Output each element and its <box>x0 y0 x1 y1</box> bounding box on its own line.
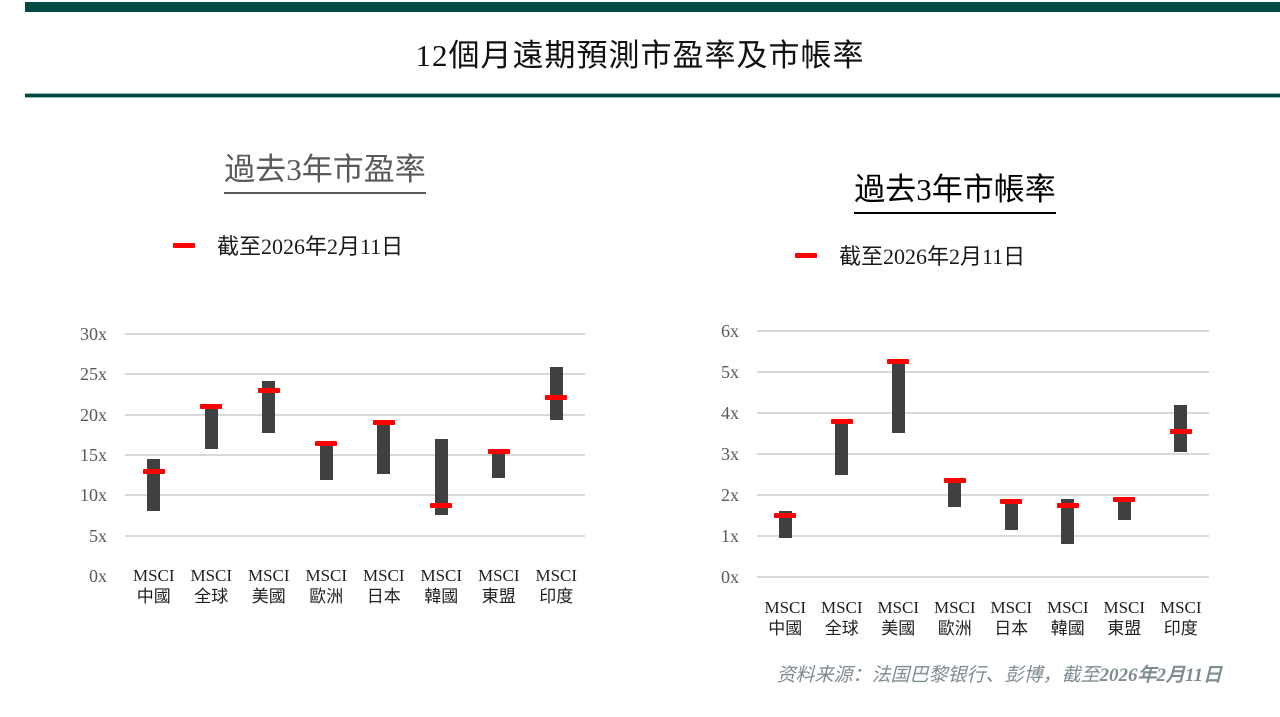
pb-chart-legend: 截至2026年2月11日 <box>795 242 1026 269</box>
range-bar <box>835 423 849 475</box>
gridline <box>125 333 585 335</box>
range-bar <box>377 423 391 475</box>
title-divider <box>25 94 1280 97</box>
current-marker <box>200 404 223 410</box>
current-marker <box>315 441 338 447</box>
category-label: MSCI 中國 <box>132 566 175 606</box>
category-label: MSCI 歐洲 <box>305 566 348 606</box>
y-tick-label: 6x <box>721 321 739 341</box>
legend-red-dash-icon <box>795 252 817 258</box>
current-marker <box>545 395 568 401</box>
current-marker <box>487 449 510 455</box>
category-label: MSCI 日本 <box>990 598 1033 638</box>
legend-label: 截至2026年2月11日 <box>217 234 404 259</box>
range-bar <box>434 438 448 515</box>
category-label: MSCI 美國 <box>247 566 290 606</box>
category-label: MSCI 韓國 <box>1046 598 1089 638</box>
source-note-text: 资料来源：法国巴黎银行、彭博，截至 <box>776 665 1100 686</box>
y-tick-label: 30x <box>80 324 107 344</box>
pe-chart-title-text: 過去3年市盈率 <box>224 144 426 194</box>
range-bar <box>1061 499 1075 545</box>
range-bar <box>948 482 962 508</box>
current-marker <box>430 503 453 509</box>
current-marker <box>774 513 797 518</box>
legend-red-dash-icon <box>173 242 195 248</box>
range-bar <box>1004 503 1018 530</box>
pe-chart-legend: 截至2026年2月11日 <box>173 232 404 259</box>
gridline <box>125 454 585 456</box>
gridline <box>757 371 1209 373</box>
category-label: MSCI 印度 <box>535 566 578 606</box>
range-bar <box>492 452 506 479</box>
y-tick-label: 1x <box>721 526 739 546</box>
pb-chart-plot: 6x 5x 4x 3x 2x 1x 0x MSCI 中國 MSCI 全球 MSCI 美國 MSCI 歐洲 MS… <box>721 321 1209 638</box>
y-tick-label: 3x <box>721 444 739 464</box>
current-marker <box>257 387 280 393</box>
y-tick-label: 2x <box>721 485 739 505</box>
category-label: MSCI 中國 <box>764 598 807 638</box>
top-accent-bar <box>25 2 1280 12</box>
category-label: MSCI 韓國 <box>420 566 463 606</box>
y-tick-label: 5x <box>721 362 739 382</box>
range-bar <box>1174 404 1188 452</box>
pb-chart-title: 過去3年市帳率 <box>755 164 1155 214</box>
gridline <box>757 576 1209 578</box>
y-tick-label: 4x <box>721 403 739 423</box>
range-bar <box>147 459 161 511</box>
legend-label: 截至2026年2月11日 <box>839 244 1026 269</box>
y-tick-label: 0x <box>721 567 739 587</box>
range-bar <box>778 511 792 539</box>
pb-chart-title-text: 過去3年市帳率 <box>854 164 1056 214</box>
range-bar <box>204 404 218 449</box>
range-bar <box>891 363 905 434</box>
gridline <box>125 373 585 376</box>
y-tick-label: 0x <box>89 566 107 586</box>
category-label: MSCI 日本 <box>362 566 405 606</box>
range-bar <box>1117 501 1131 520</box>
current-marker <box>1113 496 1136 502</box>
gridline <box>757 453 1209 455</box>
current-marker <box>887 359 910 365</box>
category-label: MSCI 印度 <box>1159 598 1202 638</box>
gridline <box>757 412 1209 414</box>
gridline <box>757 535 1209 537</box>
current-marker <box>830 418 853 424</box>
category-label: MSCI 歐洲 <box>933 598 976 638</box>
y-tick-label: 5x <box>89 525 107 546</box>
range-bar <box>549 367 563 421</box>
category-label: MSCI 東盟 <box>477 566 520 606</box>
current-marker <box>1056 502 1079 508</box>
pe-chart-title: 過去3年市盈率 <box>125 144 525 194</box>
range-bar <box>319 445 333 480</box>
category-label: MSCI 美國 <box>877 598 920 638</box>
y-tick-label: 10x <box>80 485 107 506</box>
source-note: 资料来源：法国巴黎银行、彭博，截至2026年2月11日 <box>777 660 1222 687</box>
y-tick-label: 15x <box>80 445 107 465</box>
y-tick-label: 20x <box>80 404 107 425</box>
current-marker <box>372 420 395 426</box>
gridline <box>125 534 585 537</box>
current-marker <box>1000 498 1023 504</box>
gridline <box>125 494 585 497</box>
category-label: MSCI 全球 <box>190 566 233 606</box>
category-label: MSCI 東盟 <box>1103 598 1146 638</box>
current-marker <box>943 478 966 484</box>
gridline <box>757 330 1209 332</box>
gridline <box>125 413 585 416</box>
y-tick-label: 25x <box>80 364 107 385</box>
gridline <box>757 494 1209 496</box>
current-marker <box>1169 428 1192 434</box>
page-title: 12個月遠期預測市盈率及市帳率 <box>415 38 865 73</box>
range-bar <box>262 380 276 434</box>
source-note-date: 2026年2月11日 <box>1099 665 1222 686</box>
category-label: MSCI 全球 <box>820 598 863 638</box>
current-marker <box>142 468 165 474</box>
pe-chart-plot: 30x 25x 20x 15x 10x 5x 0x MSCI 中國 MSCI 全球 MSCI 美國 MSC… <box>80 324 585 606</box>
